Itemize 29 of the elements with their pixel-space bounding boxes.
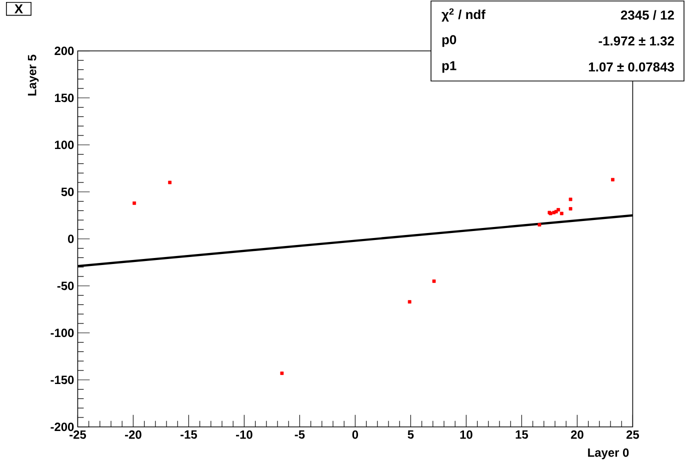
text: χ$^{2}$ / ndf bbox=[442, 8, 486, 22]
y-tick-label: 100 bbox=[54, 140, 74, 150]
text: 2345 / 12 bbox=[620, 10, 674, 20]
y-tick-label: 50 bbox=[61, 188, 74, 196]
y-tick-label: -200 bbox=[50, 422, 74, 432]
x-tick-label: -10 bbox=[236, 430, 252, 439]
x-axis-title: Layer 0 bbox=[588, 448, 629, 460]
x-tick-label: 15 bbox=[516, 430, 528, 439]
x-tick-label: 10 bbox=[460, 430, 472, 439]
chart-title: X bbox=[14, 4, 23, 14]
text: p0 bbox=[442, 35, 456, 47]
y-tick-label: -150 bbox=[50, 376, 74, 384]
x-tick-label: -25 bbox=[70, 430, 86, 439]
x-tick-label: 5 bbox=[408, 430, 414, 439]
y-tick-label: 200 bbox=[54, 46, 74, 56]
y-tick-label: -100 bbox=[50, 328, 74, 338]
text: -1.972 ± 1.32 bbox=[598, 36, 674, 46]
y-tick-label: 0 bbox=[68, 234, 74, 244]
x-tick-label: -20 bbox=[125, 430, 142, 439]
y-axis-title: Layer 5 bbox=[28, 54, 39, 96]
annotation: 1.07 ± 0.07843 bbox=[588, 62, 674, 72]
x-tick-label: 25 bbox=[626, 430, 640, 439]
x-tick-label: -15 bbox=[180, 430, 198, 439]
x-tick-label: 20 bbox=[570, 430, 584, 439]
y-tick-label: 150 bbox=[54, 94, 74, 102]
x-tick-label: -5 bbox=[294, 430, 305, 439]
y-tick-label: -50 bbox=[57, 282, 74, 290]
annotation: p1 bbox=[442, 61, 456, 73]
x-tick-label: 0 bbox=[352, 430, 358, 439]
